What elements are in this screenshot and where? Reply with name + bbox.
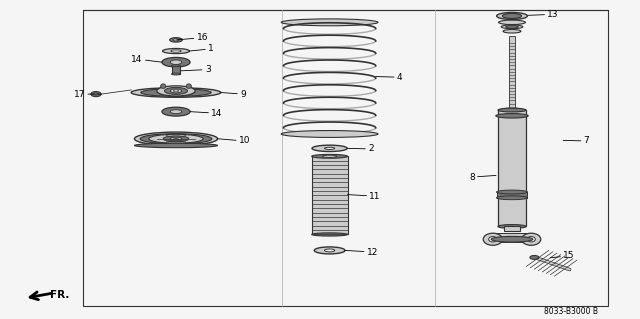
- Ellipse shape: [134, 132, 218, 145]
- Ellipse shape: [281, 130, 378, 137]
- Ellipse shape: [170, 60, 182, 64]
- Text: 9: 9: [221, 90, 246, 99]
- Text: 12: 12: [345, 248, 378, 256]
- Ellipse shape: [170, 89, 182, 93]
- Ellipse shape: [149, 134, 204, 143]
- Ellipse shape: [527, 237, 536, 242]
- Bar: [502, 109, 522, 114]
- Ellipse shape: [506, 26, 518, 28]
- Text: 1: 1: [189, 44, 214, 53]
- Ellipse shape: [324, 249, 335, 252]
- Ellipse shape: [173, 90, 179, 92]
- Text: 14: 14: [131, 55, 162, 63]
- Text: 13: 13: [528, 10, 559, 19]
- Ellipse shape: [170, 137, 182, 140]
- Ellipse shape: [140, 134, 212, 144]
- Ellipse shape: [500, 108, 524, 112]
- Ellipse shape: [171, 50, 181, 52]
- Ellipse shape: [497, 196, 527, 200]
- Text: 17: 17: [74, 90, 101, 99]
- Text: 16: 16: [177, 33, 208, 42]
- Ellipse shape: [530, 256, 539, 259]
- Ellipse shape: [141, 89, 211, 96]
- Ellipse shape: [131, 88, 221, 97]
- Text: 8033-B3000 B: 8033-B3000 B: [545, 307, 598, 315]
- Ellipse shape: [499, 20, 525, 25]
- Bar: [504, 226, 520, 231]
- Bar: [172, 66, 180, 74]
- Text: FR.: FR.: [50, 290, 69, 300]
- Ellipse shape: [502, 13, 522, 19]
- Ellipse shape: [312, 154, 348, 158]
- Ellipse shape: [157, 86, 195, 96]
- Ellipse shape: [170, 110, 182, 114]
- Text: 14: 14: [190, 109, 223, 118]
- Ellipse shape: [170, 38, 182, 42]
- Ellipse shape: [281, 19, 378, 26]
- Ellipse shape: [497, 12, 527, 19]
- Ellipse shape: [314, 247, 345, 254]
- Ellipse shape: [324, 147, 335, 149]
- Bar: [83, 10, 608, 306]
- Text: 3: 3: [181, 65, 211, 74]
- Ellipse shape: [312, 145, 348, 152]
- Text: 8: 8: [469, 173, 496, 182]
- Bar: [497, 192, 527, 198]
- Ellipse shape: [164, 87, 188, 94]
- Bar: [498, 110, 526, 226]
- Ellipse shape: [172, 73, 180, 75]
- Ellipse shape: [163, 48, 189, 54]
- Ellipse shape: [162, 107, 190, 116]
- Bar: [312, 156, 348, 234]
- Text: 11: 11: [348, 192, 381, 201]
- Ellipse shape: [498, 108, 526, 112]
- Ellipse shape: [498, 225, 526, 228]
- Bar: [509, 36, 515, 110]
- Text: 7: 7: [563, 137, 589, 145]
- Ellipse shape: [94, 93, 99, 95]
- Ellipse shape: [492, 236, 532, 242]
- Ellipse shape: [186, 84, 191, 88]
- Ellipse shape: [501, 25, 523, 29]
- Ellipse shape: [134, 143, 218, 148]
- Ellipse shape: [163, 136, 189, 142]
- Text: 15: 15: [550, 251, 575, 260]
- Ellipse shape: [489, 237, 497, 242]
- Ellipse shape: [522, 233, 541, 245]
- Ellipse shape: [503, 30, 521, 33]
- Ellipse shape: [496, 114, 528, 118]
- Ellipse shape: [162, 57, 190, 67]
- Bar: [493, 233, 531, 242]
- Ellipse shape: [172, 65, 180, 67]
- Ellipse shape: [312, 233, 348, 236]
- Text: 10: 10: [218, 137, 250, 145]
- Ellipse shape: [497, 190, 527, 194]
- Ellipse shape: [161, 84, 166, 88]
- Ellipse shape: [173, 39, 179, 41]
- Ellipse shape: [91, 92, 101, 97]
- Text: 4: 4: [376, 73, 403, 82]
- Ellipse shape: [323, 155, 337, 158]
- Ellipse shape: [483, 233, 502, 245]
- Text: 2: 2: [348, 145, 374, 153]
